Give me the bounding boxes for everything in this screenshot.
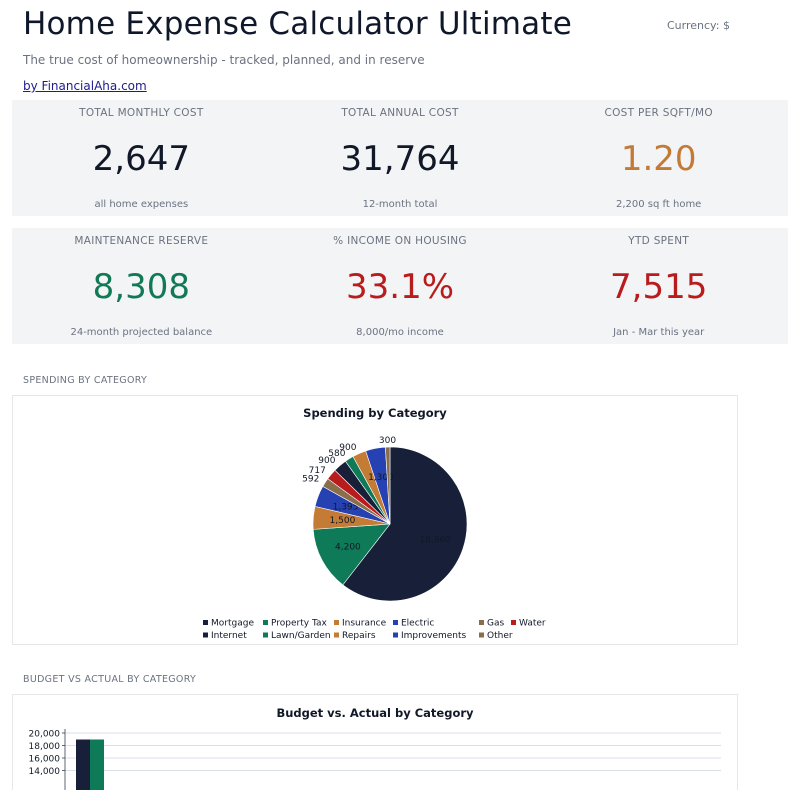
legend-label: Insurance [342,619,387,629]
legend-label: Water [519,619,546,629]
kpi-maintenance-reserve: MAINTENANCE RESERVE 8,308 24-month proje… [12,228,271,344]
legend-label: Property Tax [271,619,327,629]
legend-swatch [334,620,339,625]
bar-chart-title: Budget vs. Actual by Category [276,706,474,720]
kpi-value: 33.1% [271,265,530,309]
kpi-label: YTD SPENT [529,235,788,247]
legend-swatch [479,620,484,625]
kpi-cost-per-sqft: COST PER SQFT/MO 1.20 2,200 sq ft home [529,100,788,216]
spending-pie-chart: Spending by Category18,9604,2001,5001,39… [13,396,737,644]
legend-swatch [203,633,208,638]
pie-value-label: 592 [302,475,319,485]
legend-label: Mortgage [211,619,254,629]
legend-label: Lawn/Garden [271,631,331,641]
kpi-ytd-spent: YTD SPENT 7,515 Jan - Mar this year [529,228,788,344]
byline-link[interactable]: by FinancialAha.com [23,79,147,93]
legend-swatch [393,633,398,638]
budget-bar-chart: Budget vs. Actual by Category 20,000 18,00… [13,695,737,790]
kpi-subtext: 24-month projected balance [12,327,271,338]
kpi-label: TOTAL MONTHLY COST [12,107,271,119]
section-label-spending: SPENDING BY CATEGORY [23,375,147,386]
kpi-subtext: 8,000/mo income [271,327,530,338]
legend-label: Repairs [342,631,376,641]
pie-value-label: 1,500 [330,516,356,526]
pie-value-label: 18,960 [419,535,451,545]
kpi-income-on-housing: % INCOME ON HOUSING 33.1% 8,000/mo incom… [271,228,530,344]
legend-swatch [511,620,516,625]
y-tick-label: 18,000 [29,742,61,752]
kpi-subtext: 2,200 sq ft home [529,199,788,210]
page-title: Home Expense Calculator Ultimate [23,6,572,42]
kpi-total-annual-cost: TOTAL ANNUAL COST 31,764 12-month total [271,100,530,216]
kpi-subtext: all home expenses [12,199,271,210]
kpi-value: 8,308 [12,265,271,309]
section-label-budget: BUDGET VS ACTUAL BY CATEGORY [23,674,196,685]
kpi-value: 31,764 [271,137,530,181]
legend-swatch [479,633,484,638]
legend-label: Improvements [401,631,467,641]
kpi-label: MAINTENANCE RESERVE [12,235,271,247]
legend-swatch [263,620,268,625]
legend-swatch [393,620,398,625]
y-tick-label: 16,000 [29,755,61,765]
currency-label: Currency: $ [667,19,730,32]
legend-label: Gas [487,619,504,629]
page-subtitle: The true cost of homeownership - tracked… [23,53,425,67]
pie-value-label: 900 [339,443,356,453]
y-tick-label: 20,000 [29,730,61,740]
legend-label: Electric [401,619,434,629]
kpi-subtext: 12-month total [271,199,530,210]
kpi-value: 2,647 [12,137,271,181]
kpi-subtext: Jan - Mar this year [529,327,788,338]
kpi-label: COST PER SQFT/MO [529,107,788,119]
legend-swatch [334,633,339,638]
kpi-total-monthly-cost: TOTAL MONTHLY COST 2,647 all home expens… [12,100,271,216]
kpi-value: 7,515 [529,265,788,309]
kpi-value: 1.20 [529,137,788,181]
legend-swatch [203,620,208,625]
kpi-label: TOTAL ANNUAL COST [271,107,530,119]
kpi-label: % INCOME ON HOUSING [271,235,530,247]
legend-label: Internet [211,631,247,641]
pie-value-label: 717 [309,466,326,476]
budget-bar [76,740,90,790]
y-tick-label: 14,000 [29,767,61,777]
legend-label: Other [487,631,513,641]
budget-chart-panel: Budget vs. Actual by Category 20,000 18,00… [12,694,738,790]
pie-value-label: 300 [379,436,396,446]
kpi-row-bottom: MAINTENANCE RESERVE 8,308 24-month proje… [12,228,788,344]
legend-swatch [263,633,268,638]
pie-value-label: 4,200 [335,542,361,552]
kpi-row-top: TOTAL MONTHLY COST 2,647 all home expens… [12,100,788,216]
pie-title: Spending by Category [303,406,447,420]
budget-bar [90,740,104,790]
